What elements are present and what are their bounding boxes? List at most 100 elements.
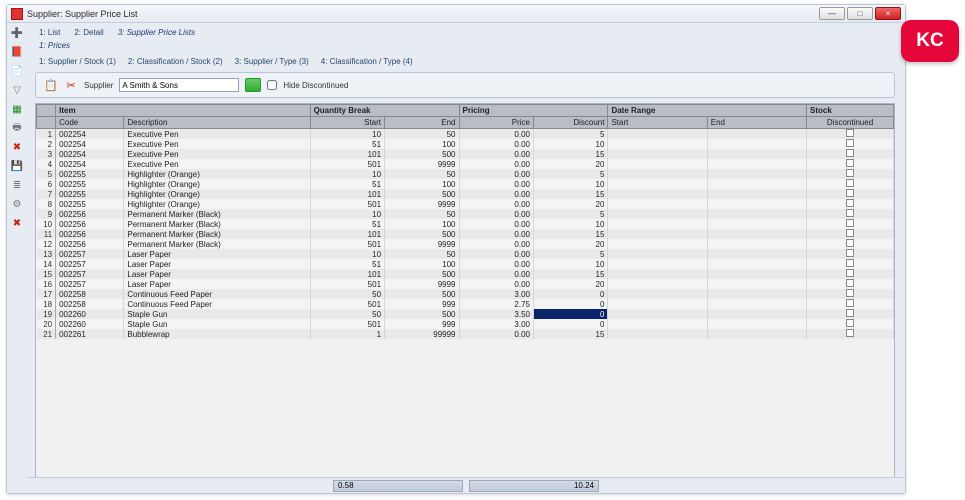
cell[interactable] <box>608 239 707 249</box>
cell[interactable] <box>807 259 894 269</box>
print-icon[interactable]: 🖶 <box>10 122 24 135</box>
cell[interactable]: 10 <box>533 259 607 269</box>
cell[interactable] <box>608 309 707 319</box>
cell[interactable] <box>707 279 806 289</box>
cell[interactable] <box>807 169 894 179</box>
discontinued-checkbox[interactable] <box>846 249 854 257</box>
cell[interactable] <box>608 249 707 259</box>
cell[interactable] <box>807 219 894 229</box>
cell[interactable] <box>707 219 806 229</box>
cell[interactable] <box>807 319 894 329</box>
cell[interactable]: 999 <box>385 299 459 309</box>
excel-icon[interactable]: ▦ <box>10 103 24 116</box>
table-row[interactable]: 11002256Permanent Marker (Black)1015000.… <box>37 229 894 239</box>
cell[interactable]: 0.00 <box>459 169 533 179</box>
cell[interactable]: 10 <box>310 169 384 179</box>
discontinued-checkbox[interactable] <box>846 159 854 167</box>
cell[interactable]: 5 <box>533 249 607 259</box>
cell[interactable]: 500 <box>385 149 459 159</box>
copy-icon[interactable]: 📋 <box>44 78 58 92</box>
pdf-icon[interactable]: 📕 <box>10 46 24 59</box>
supplier-input[interactable] <box>119 78 239 92</box>
cell[interactable] <box>608 219 707 229</box>
cell[interactable]: 3.50 <box>459 309 533 319</box>
cell[interactable]: 9999 <box>385 159 459 169</box>
cell[interactable] <box>807 159 894 169</box>
discontinued-checkbox[interactable] <box>846 179 854 187</box>
table-row[interactable]: 19002260Staple Gun505003.500 <box>37 309 894 319</box>
discontinued-checkbox[interactable] <box>846 209 854 217</box>
column-header[interactable]: End <box>385 117 459 129</box>
cell[interactable] <box>807 239 894 249</box>
cell[interactable]: 0.00 <box>459 149 533 159</box>
cell[interactable]: 002254 <box>56 129 124 140</box>
discontinued-checkbox[interactable] <box>846 169 854 177</box>
cell[interactable]: Continuous Feed Paper <box>124 299 310 309</box>
cell[interactable] <box>608 289 707 299</box>
cell[interactable]: 20 <box>37 319 56 329</box>
cell[interactable]: 002255 <box>56 169 124 179</box>
cell[interactable]: 999 <box>385 319 459 329</box>
table-row[interactable]: 20002260Staple Gun5019993.000 <box>37 319 894 329</box>
column-header[interactable]: Price <box>459 117 533 129</box>
cell[interactable]: 50 <box>385 129 459 140</box>
cell[interactable]: 1 <box>37 129 56 140</box>
cell[interactable]: 21 <box>37 329 56 339</box>
discontinued-checkbox[interactable] <box>846 139 854 147</box>
cell[interactable]: 0.00 <box>459 239 533 249</box>
discontinued-checkbox[interactable] <box>846 299 854 307</box>
hide-discontinued-checkbox[interactable] <box>267 80 277 90</box>
discontinued-checkbox[interactable] <box>846 329 854 337</box>
cell[interactable]: Permanent Marker (Black) <box>124 219 310 229</box>
cell[interactable]: 10 <box>37 219 56 229</box>
filter-tab-3[interactable]: 4: Classification / Type (4) <box>317 56 417 67</box>
supplier-go-button[interactable] <box>245 78 261 92</box>
price-grid[interactable]: ItemQuantity BreakPricingDate RangeStock… <box>35 103 895 491</box>
cell[interactable]: 8 <box>37 199 56 209</box>
table-row[interactable]: 10002256Permanent Marker (Black)511000.0… <box>37 219 894 229</box>
top-tab-2[interactable]: 3: Supplier Price Lists <box>112 27 201 38</box>
cell[interactable] <box>707 299 806 309</box>
cell[interactable]: 10 <box>533 179 607 189</box>
cell[interactable]: 51 <box>310 259 384 269</box>
cell[interactable]: 10 <box>310 249 384 259</box>
column-header[interactable]: Start <box>608 117 707 129</box>
tool-icon[interactable]: ⚙ <box>10 198 24 211</box>
cell[interactable]: 15 <box>533 229 607 239</box>
table-row[interactable]: 1002254Executive Pen10500.005 <box>37 129 894 140</box>
cell[interactable]: 5 <box>533 129 607 140</box>
cell[interactable]: 9999 <box>385 239 459 249</box>
cell[interactable] <box>707 289 806 299</box>
cell[interactable]: 51 <box>310 179 384 189</box>
cell[interactable]: 10 <box>533 219 607 229</box>
cell[interactable] <box>807 299 894 309</box>
cell[interactable]: 10 <box>310 209 384 219</box>
cell[interactable]: 501 <box>310 159 384 169</box>
sub-tab-prices[interactable]: 1: Prices <box>29 40 901 51</box>
discontinued-checkbox[interactable] <box>846 229 854 237</box>
column-header[interactable] <box>37 117 56 129</box>
cell[interactable] <box>807 329 894 339</box>
cell[interactable]: 100 <box>385 219 459 229</box>
cell[interactable]: 501 <box>310 299 384 309</box>
cell[interactable]: Continuous Feed Paper <box>124 289 310 299</box>
cell[interactable] <box>707 209 806 219</box>
cell[interactable] <box>608 229 707 239</box>
cell[interactable]: 18 <box>37 299 56 309</box>
close-button[interactable]: × <box>875 7 901 20</box>
cell[interactable]: 3.00 <box>459 289 533 299</box>
cell[interactable]: 101 <box>310 269 384 279</box>
cell[interactable] <box>608 269 707 279</box>
cell[interactable] <box>608 139 707 149</box>
top-tab-1[interactable]: 2: Detail <box>68 27 109 38</box>
table-row[interactable]: 2002254Executive Pen511000.0010 <box>37 139 894 149</box>
cell[interactable]: 002257 <box>56 269 124 279</box>
cell[interactable]: 500 <box>385 309 459 319</box>
cell[interactable]: 17 <box>37 289 56 299</box>
cell[interactable] <box>608 199 707 209</box>
top-tab-0[interactable]: 1: List <box>33 27 66 38</box>
cell[interactable] <box>807 269 894 279</box>
cell[interactable]: 51 <box>310 139 384 149</box>
cell[interactable]: 1 <box>310 329 384 339</box>
cell[interactable]: Staple Gun <box>124 319 310 329</box>
